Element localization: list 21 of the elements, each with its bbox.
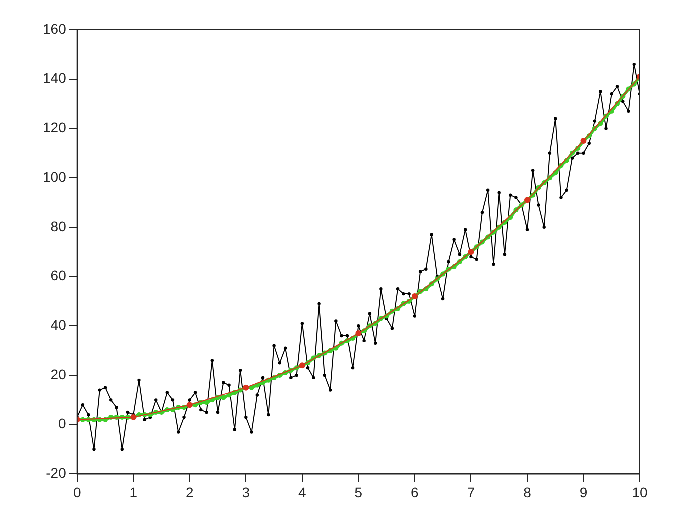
x-tick-label: 5 [354, 484, 363, 500]
x-tick-label: 7 [467, 484, 476, 500]
y-tick-label: 100 [43, 168, 67, 185]
x-tick-label: 2 [186, 484, 194, 500]
x-tick-label: 10 [632, 484, 648, 500]
y-tick-label: 0 [58, 416, 67, 432]
x-tick-label: 8 [524, 484, 532, 500]
y-tick-label: 20 [50, 366, 67, 382]
x-tick-label: 6 [411, 484, 420, 500]
y-tick-label: 80 [50, 218, 67, 234]
y-tick-label: 60 [50, 268, 67, 284]
y-tick-label: -20 [46, 465, 67, 482]
x-tick-label: 1 [130, 484, 138, 500]
y-tick-label: 120 [43, 120, 67, 136]
x-tick-label: 3 [242, 484, 250, 500]
x-tick-label: 9 [580, 484, 588, 500]
x-tick-label: 0 [73, 484, 82, 500]
y-tick-label: 160 [43, 20, 67, 37]
y-tick-label: 140 [43, 70, 67, 86]
y-tick-label: 40 [50, 316, 67, 333]
x-tick-label: 4 [298, 484, 307, 500]
